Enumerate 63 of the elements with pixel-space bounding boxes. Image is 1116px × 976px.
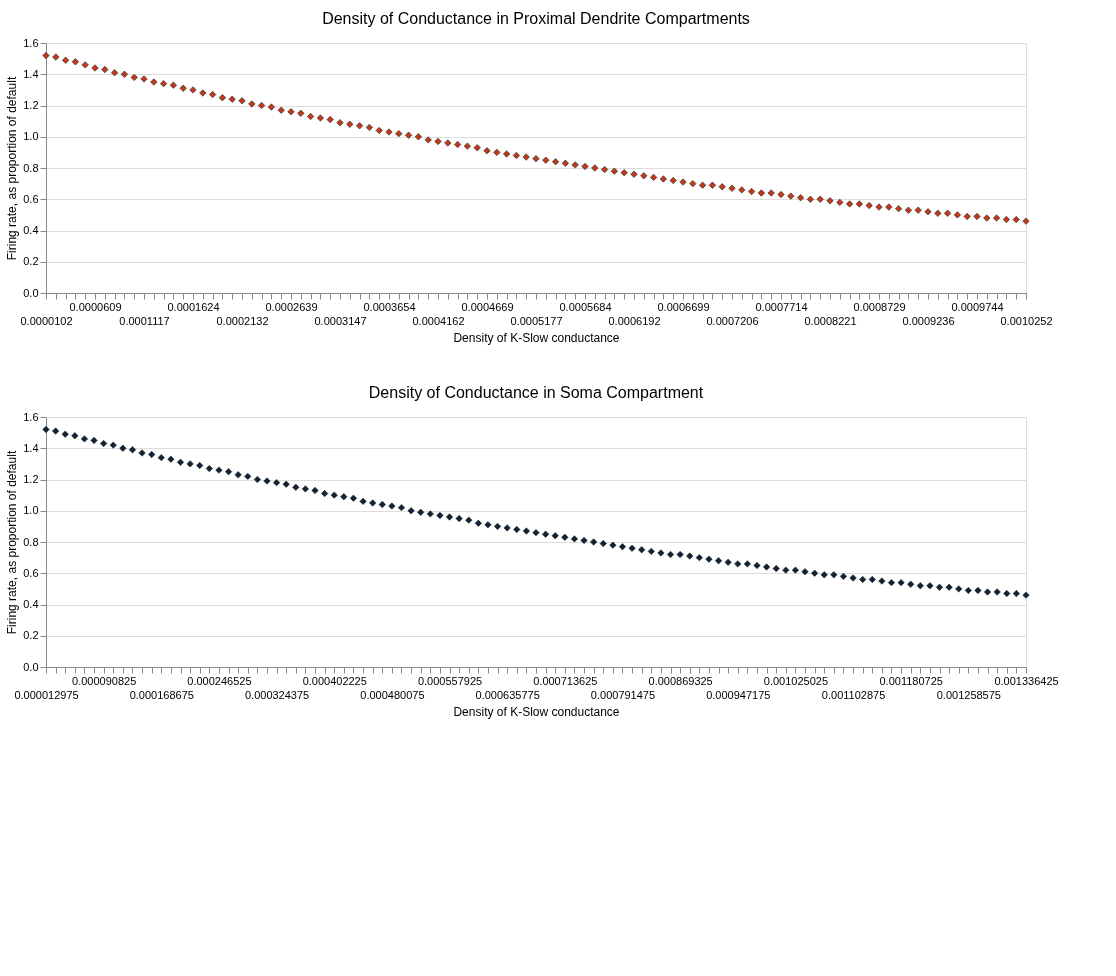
x-tick-label: 0.0003147 [314, 314, 367, 327]
y-tick-label: 0.0 [23, 660, 39, 673]
y-tick-label: 1.4 [23, 441, 39, 454]
x-tick-label: 0.000324375 [244, 688, 310, 701]
x-tick-label: 0.000090825 [72, 674, 137, 687]
x-tick-label: 0.000635775 [475, 688, 540, 701]
x-tick-label: 0.0008729 [853, 300, 906, 313]
x-tick-label: 0.0001117 [119, 314, 170, 327]
x-tick-label: 0.0008221 [804, 314, 857, 327]
x-tick-label: 0.000791475 [590, 688, 656, 701]
y-tick-label: 1.0 [23, 504, 39, 517]
x-tick-label: 0.001336425 [994, 674, 1059, 687]
x-tick-label: 0.001025025 [763, 674, 829, 687]
y-tick-label: 0.4 [23, 598, 39, 610]
x-tick-label: 0.0000102 [20, 314, 73, 327]
y-tick-label: 1.0 [23, 130, 39, 143]
x-tick-label: 0.0009744 [951, 300, 1004, 313]
y-tick-label: 1.2 [23, 99, 39, 111]
x-tick-label: 0.000480075 [360, 688, 425, 701]
y-tick-label: 0.6 [23, 192, 39, 205]
x-tick-label: 0.0009236 [902, 314, 955, 327]
y-axis-title: Firing rate, as proportion of default [5, 76, 20, 261]
x-tick-label: 0.000402225 [302, 674, 367, 687]
x-tick-label: 0.001180725 [879, 674, 943, 687]
y-tick-label: 1.6 [23, 410, 39, 423]
x-tick-label: 0.0006192 [608, 314, 661, 327]
y-tick-label: 0.6 [23, 566, 39, 579]
x-tick-label: 0.0003654 [363, 300, 416, 313]
x-tick-label: 0.000012975 [14, 688, 79, 701]
x-tick-label: 0.0004162 [412, 314, 465, 327]
x-axis-title: Density of K-Slow conductance [453, 704, 620, 719]
x-tick-label: 0.000713625 [533, 674, 598, 687]
y-tick-label: 1.6 [23, 36, 39, 49]
x-tick-label: 0.0005177 [510, 314, 563, 327]
x-axis-title: Density of K-Slow conductance [453, 330, 620, 345]
x-tick-label: 0.0007206 [706, 314, 759, 327]
y-tick-label: 0.8 [23, 535, 39, 548]
x-tick-label: 0.0007714 [755, 300, 808, 313]
x-tick-label: 0.000869325 [648, 674, 713, 687]
y-tick-label: 0.8 [23, 161, 39, 174]
x-tick-label: 0.000168675 [129, 688, 194, 701]
x-tick-label: 0.000246525 [187, 674, 252, 687]
chart-title: Density of Conductance in Proximal Dendrite Compartments [322, 10, 750, 27]
y-axis-title: Firing rate, as proportion of default [5, 450, 20, 635]
x-tick-label: 0.0004669 [461, 300, 514, 313]
x-tick-label: 0.0010252 [1000, 314, 1053, 327]
y-tick-label: 0.2 [23, 629, 39, 642]
x-tick-label: 0.0005684 [559, 300, 612, 313]
y-tick-label: 1.4 [23, 67, 39, 80]
x-tick-label: 0.0006699 [657, 300, 710, 313]
x-tick-label: 0.0000609 [69, 300, 122, 313]
y-tick-label: 0.2 [23, 255, 39, 268]
y-tick-label: 0.0 [23, 286, 39, 299]
x-tick-label: 0.000947175 [706, 688, 771, 701]
x-tick-label: 0.001102875 [821, 688, 886, 701]
x-tick-label: 0.000557925 [417, 674, 483, 687]
y-tick-label: 0.4 [23, 224, 39, 236]
chart-title: Density of Conductance in Soma Compartment [368, 384, 704, 401]
x-tick-label: 0.001258575 [936, 688, 1001, 701]
y-tick-label: 1.2 [23, 473, 39, 485]
x-tick-label: 0.0002639 [265, 300, 318, 313]
x-tick-label: 0.0002132 [216, 314, 269, 327]
x-tick-label: 0.0001624 [167, 300, 220, 313]
